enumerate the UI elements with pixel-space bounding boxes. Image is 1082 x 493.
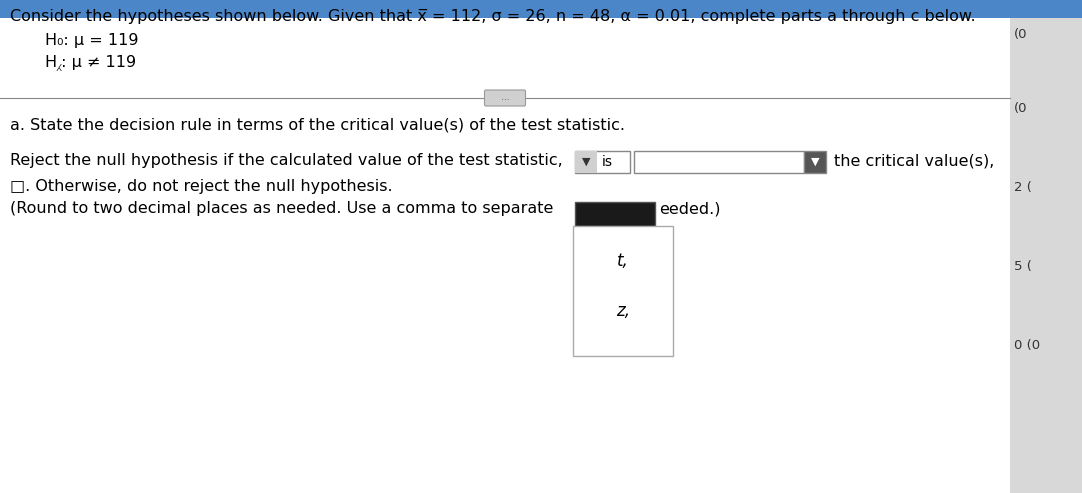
Text: (0: (0 [1014, 28, 1028, 41]
Bar [804, 151, 826, 173]
Text: Reject the null hypothesis if the calculated value of the test statistic,: Reject the null hypothesis if the calcul… [10, 153, 563, 168]
Bar [575, 151, 630, 173]
Text: H⁁: μ ≠ 119: H⁁: μ ≠ 119 [45, 55, 136, 71]
Text: (Round to two decimal places as needed. Use a comma to separate: (Round to two decimal places as needed. … [10, 201, 553, 216]
Text: Consider the hypotheses shown below. Given that x̅ = 112, σ = 26, n = 48, α = 0.: Consider the hypotheses shown below. Giv… [10, 9, 976, 24]
Bar [0, 0, 1082, 18]
Text: ...: ... [501, 94, 510, 103]
Text: (0: (0 [1014, 102, 1028, 115]
Text: is: is [602, 155, 613, 169]
Text: ▼: ▼ [810, 157, 819, 167]
Text: the critical value(s),: the critical value(s), [834, 153, 994, 168]
Text: H₀: μ = 119: H₀: μ = 119 [45, 33, 138, 48]
Text: t,: t, [617, 252, 629, 270]
Text: □. Otherwise, do not reject the null hypothesis.: □. Otherwise, do not reject the null hyp… [10, 179, 393, 194]
Bar [634, 151, 804, 173]
Text: z,: z, [616, 302, 630, 320]
FancyBboxPatch shape [485, 90, 526, 106]
Text: a. State the decision rule in terms of the critical value(s) of the test statist: a. State the decision rule in terms of t… [10, 117, 625, 132]
Text: ▼: ▼ [582, 157, 591, 167]
Bar [575, 202, 655, 226]
Bar [575, 151, 597, 173]
Text: 0 (0: 0 (0 [1014, 339, 1040, 352]
Text: eeded.): eeded.) [659, 201, 721, 216]
Text: 2 (: 2 ( [1014, 181, 1032, 194]
Text: 5 (: 5 ( [1014, 260, 1032, 273]
Bar [573, 226, 673, 356]
Bar [1010, 0, 1082, 493]
